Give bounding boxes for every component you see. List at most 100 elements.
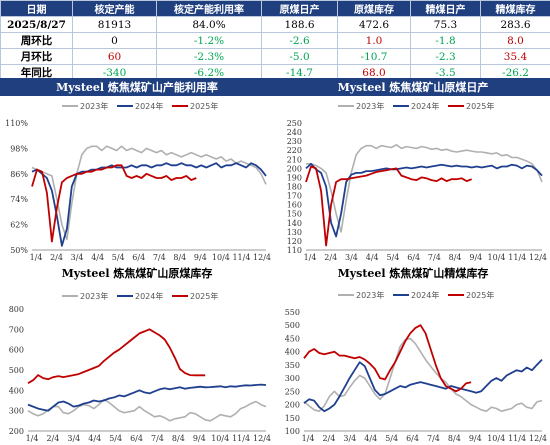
series-line-s2024 <box>305 162 543 238</box>
legend-label-s2025: 2025年 <box>190 291 218 301</box>
y-tick-label: 200 <box>9 427 24 436</box>
series-line-s2025 <box>305 165 473 247</box>
x-tick-label: 4/4 <box>366 253 379 262</box>
summary-cell: 0 <box>72 32 157 49</box>
series-line-s2023 <box>31 145 267 241</box>
y-tick-label: 800 <box>9 305 24 314</box>
summary-cell: 1.0 <box>337 32 411 49</box>
summary-row: 周环比 0 -1.2% -2.6 1.0 -1.8 8.0 <box>0 32 550 49</box>
chart-title: Mysteel 炼焦煤矿山精煤库存 <box>338 266 489 280</box>
x-tick-label: 1/4 <box>30 253 43 262</box>
y-tick-label: 500 <box>285 321 300 330</box>
x-tick-label: 3/4 <box>345 253 358 262</box>
series-line-s2023 <box>306 144 543 233</box>
y-tick-label: 450 <box>285 334 300 343</box>
summary-row-label: 2025/8/27 <box>0 16 73 33</box>
x-tick-label: 2/4 <box>324 253 337 262</box>
x-tick-label: 6/4 <box>132 253 145 262</box>
series-line-s2024 <box>303 358 543 413</box>
y-tick-label: 130 <box>287 228 302 237</box>
x-tick-label: 2/4 <box>46 434 59 443</box>
chart-svg: Mysteel 炼焦煤矿山原煤库存 2023年 2024年 2025年 200 300 40… <box>9 266 271 443</box>
summary-row: 2025/8/27 81913 84.0% 188.6 472.6 75.3 283.6 <box>0 16 550 33</box>
x-tick-label: 11/4 <box>508 434 526 443</box>
x-tick-label: 5/4 <box>109 434 122 443</box>
x-tick-label: 11/4 <box>508 253 526 262</box>
header-date: 日期 <box>0 0 73 17</box>
x-tick-label: 10/4 <box>487 434 505 443</box>
series-line-s2025 <box>31 164 197 243</box>
summary-table: 日期 核定产能 核定产能利用率 原煤日产 原煤库存 精煤日产 精煤库存 2025… <box>0 0 550 81</box>
summary-cell: 8.0 <box>480 32 550 49</box>
x-tick-label: 12/4 <box>253 434 271 443</box>
y-tick-label: 300 <box>9 407 24 416</box>
x-tick-label: 11/4 <box>232 434 250 443</box>
legend-label-s2024: 2024年 <box>135 101 163 111</box>
header-clean-daily: 精煤日产 <box>410 0 481 17</box>
summary-cell: 283.6 <box>480 16 550 33</box>
header-capacity: 核定产能 <box>72 0 157 17</box>
x-tick-label: 1/4 <box>304 253 317 262</box>
series-line-s2024 <box>31 162 267 247</box>
x-tick-label: 4/4 <box>88 434 101 443</box>
summary-cell: -2.3% <box>156 48 262 65</box>
y-tick-label: 200 <box>287 164 302 173</box>
y-tick-label: 100 <box>285 427 300 436</box>
x-tick-label: 12/4 <box>253 253 271 262</box>
chart-svg: Mysteel 炼焦煤矿山精煤库存 2023年 2024年 2025年 100 150 20… <box>285 266 547 443</box>
x-tick-label: 7/4 <box>428 253 441 262</box>
legend-label-s2023: 2023年 <box>356 101 384 111</box>
series-line-s2025 <box>27 328 206 384</box>
y-tick-label: 700 <box>9 325 24 334</box>
chart-utilization: Mysteel 炼焦煤矿山产能利用率 2023年 2024年 2025年 50% 62% 7… <box>0 78 274 264</box>
x-tick-label: 10/4 <box>212 253 230 262</box>
chart-clean-stock: Mysteel 炼焦煤矿山精煤库存 2023年 2024年 2025年 100 150 20… <box>276 264 550 445</box>
series-line-s2023 <box>27 398 267 422</box>
summary-cell: 84.0% <box>156 16 262 33</box>
x-tick-label: 9/4 <box>194 253 207 262</box>
summary-cell: -2.3 <box>410 48 481 65</box>
header-clean-stock: 精煤库存 <box>480 0 550 17</box>
y-tick-label: 250 <box>287 119 302 128</box>
y-tick-label: 400 <box>285 348 300 357</box>
summary-cell: 81913 <box>72 16 157 33</box>
y-tick-label: 600 <box>9 346 24 355</box>
legend-label-s2025: 2025年 <box>466 290 494 300</box>
y-tick-label: 190 <box>287 173 302 182</box>
chart-title: Mysteel 炼焦煤矿山原煤日产 <box>338 80 489 94</box>
x-tick-label: 2/4 <box>322 434 335 443</box>
summary-row-label: 周环比 <box>0 32 73 49</box>
summary-cell: -10.7 <box>337 48 411 65</box>
x-tick-label: 3/4 <box>67 434 80 443</box>
series-line-s2024 <box>27 383 267 412</box>
y-tick-label: 140 <box>287 219 302 228</box>
x-tick-label: 4/4 <box>91 253 104 262</box>
legend-label-s2024: 2024年 <box>411 290 439 300</box>
summary-row-label: 月环比 <box>0 48 73 65</box>
x-tick-label: 11/4 <box>232 253 250 262</box>
summary-header-row: 日期 核定产能 核定产能利用率 原煤日产 原煤库存 精煤日产 精煤库存 <box>0 0 550 17</box>
x-tick-label: 1/4 <box>26 434 39 443</box>
y-tick-label: 98% <box>10 144 28 153</box>
x-tick-label: 10/4 <box>211 434 229 443</box>
series-line-s2025 <box>303 324 472 393</box>
legend-label-s2023: 2023年 <box>356 290 384 300</box>
summary-cell: 188.6 <box>261 16 338 33</box>
series-line-s2023 <box>303 337 543 412</box>
x-tick-label: 5/4 <box>385 434 398 443</box>
x-tick-label: 12/4 <box>529 434 547 443</box>
x-tick-label: 2/4 <box>50 253 63 262</box>
x-tick-label: 10/4 <box>488 253 506 262</box>
y-tick-label: 550 <box>285 308 300 317</box>
y-tick-label: 230 <box>287 137 302 146</box>
y-tick-label: 150 <box>287 210 302 219</box>
y-tick-label: 400 <box>9 386 24 395</box>
summary-cell: -1.8 <box>410 32 481 49</box>
header-raw-stock: 原煤库存 <box>337 0 411 17</box>
y-tick-label: 250 <box>285 387 300 396</box>
x-tick-label: 9/4 <box>469 253 482 262</box>
title-band-upper <box>0 78 550 96</box>
legend-label-s2023: 2023年 <box>80 291 108 301</box>
chart-title: Mysteel 炼焦煤矿山产能利用率 <box>56 80 218 94</box>
y-tick-label: 110% <box>5 119 28 128</box>
